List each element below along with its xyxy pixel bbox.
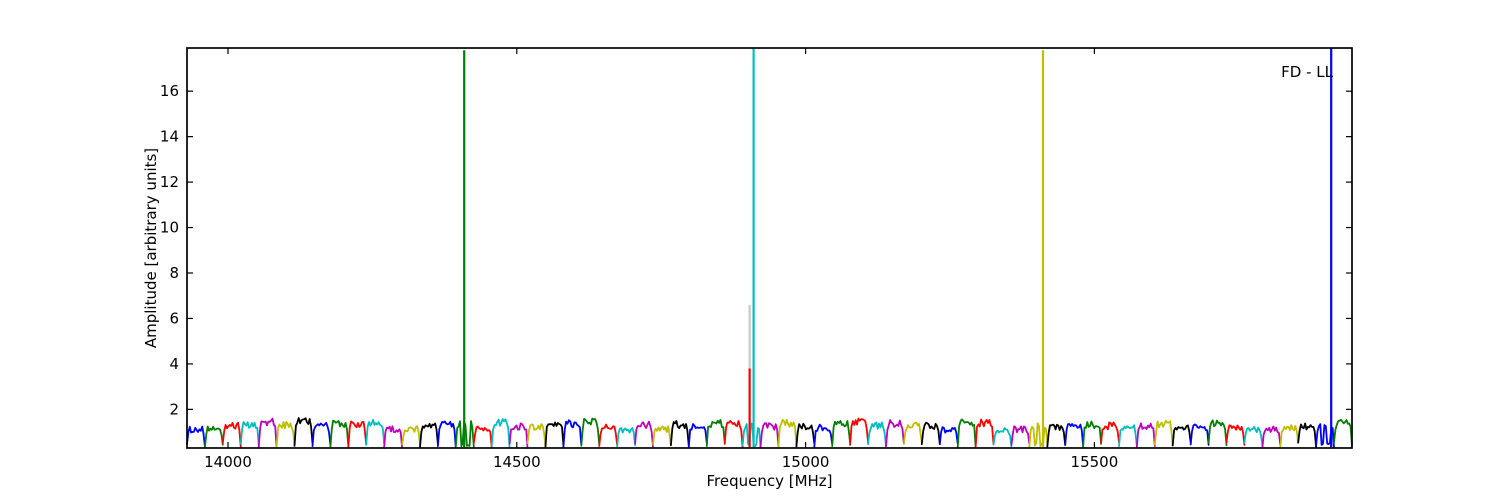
subband-trace [705, 418, 726, 447]
y-tick-label: 14 [160, 128, 179, 146]
subband-trace [1189, 423, 1210, 446]
subband-trace [831, 419, 851, 448]
subband-trace [383, 425, 404, 449]
subband-trace [1136, 422, 1156, 448]
subband-trace [293, 417, 314, 447]
y-tick-label: 4 [169, 355, 179, 373]
y-tick-label: 16 [160, 82, 179, 100]
subband-trace [508, 422, 529, 449]
subband-trace [311, 421, 332, 448]
subband-trace [401, 425, 421, 446]
subband-trace [1207, 419, 1228, 447]
subband-trace [634, 420, 654, 448]
subband-trace [598, 423, 618, 447]
subband-trace [580, 417, 601, 447]
subband-trace [1010, 425, 1031, 446]
subband-trace [652, 425, 672, 447]
subband-trace [436, 420, 457, 449]
subband-trace [759, 422, 780, 449]
subband-trace [1333, 418, 1353, 447]
y-tick-label: 8 [169, 264, 179, 282]
x-tick-label: 15000 [782, 453, 830, 471]
subband-trace [1082, 420, 1102, 449]
subband-trace [687, 423, 708, 448]
subband-trace [365, 418, 386, 446]
x-axis-label: Frequency [MHz] [706, 472, 832, 490]
data-series-layer [186, 48, 1353, 449]
subband-trace [741, 422, 762, 448]
axis-ticks [187, 48, 1352, 448]
subband-trace [1243, 425, 1264, 447]
subband-trace [1046, 423, 1067, 449]
subband-trace [813, 423, 834, 448]
subband-trace [1261, 425, 1282, 449]
subband-trace [974, 418, 995, 449]
axis-tick-labels: 14000 14500 15000 15500 2 4 6 8 10 12 14 16 [160, 82, 1118, 471]
subband-trace [938, 426, 959, 446]
x-tick-label: 14000 [204, 453, 252, 471]
subband-trace [490, 418, 511, 449]
subband-trace [867, 421, 887, 447]
subband-trace [1225, 424, 1246, 446]
subband-trace [920, 421, 941, 446]
subband-trace [186, 425, 206, 448]
subband-trace [849, 417, 869, 446]
subband-trace [670, 420, 690, 448]
y-tick-label: 2 [169, 400, 179, 418]
subband-trace [795, 422, 816, 448]
subband-trace [329, 419, 350, 448]
x-tick-label: 15500 [1071, 453, 1119, 471]
y-tick-label: 6 [169, 309, 179, 327]
axes-frame [186, 47, 1353, 449]
subband-trace [885, 419, 905, 448]
subband-trace [723, 420, 744, 449]
subband-trace [1028, 422, 1049, 448]
subband-trace [616, 427, 636, 449]
x-tick-label: 14500 [493, 453, 541, 471]
station-polarization-annotation: FD - LL [1281, 63, 1333, 81]
subband-trace [1171, 424, 1192, 447]
subband-trace [903, 421, 923, 445]
subband-trace [1279, 424, 1300, 449]
y-axis-label: Amplitude [arbitrary units] [142, 148, 160, 348]
subband-trace [956, 418, 977, 449]
subband-trace [1297, 422, 1317, 449]
subband-trace [239, 421, 260, 446]
subband-trace [275, 420, 296, 448]
subband-trace [1100, 421, 1120, 444]
subband-trace [1153, 419, 1174, 447]
subband-trace [347, 420, 368, 449]
subband-trace [562, 419, 583, 449]
subband-trace [472, 425, 493, 449]
subband-trace [1064, 423, 1084, 447]
subband-trace [221, 421, 242, 448]
y-tick-label: 12 [160, 173, 179, 191]
subband-trace [257, 417, 278, 449]
subband-trace [1118, 424, 1138, 448]
subband-trace [544, 421, 565, 448]
subband-trace [203, 425, 224, 449]
subband-trace [992, 427, 1013, 448]
subband-trace [777, 418, 798, 448]
y-tick-label: 10 [160, 219, 179, 237]
subband-trace [526, 423, 547, 448]
subband-trace [419, 422, 439, 448]
